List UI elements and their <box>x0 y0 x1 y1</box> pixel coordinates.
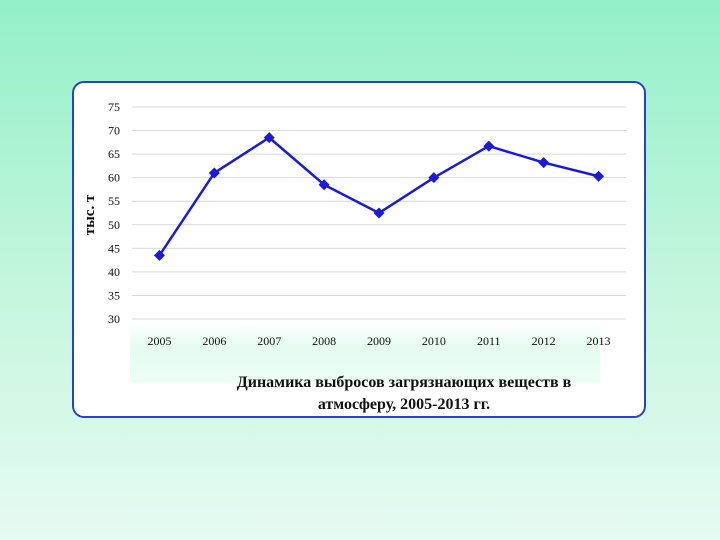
caption-background <box>130 323 600 383</box>
x-tick-label: 2009 <box>367 334 391 348</box>
chart-title: Динамика выбросов загрязнающих веществ в… <box>154 372 644 416</box>
y-tick-label: 35 <box>108 288 120 302</box>
x-tick-label: 2011 <box>477 334 501 348</box>
x-tick-label: 2010 <box>422 334 446 348</box>
y-tick-label: 30 <box>108 312 120 326</box>
x-tick-label: 2008 <box>312 334 336 348</box>
chart-panel: 30 35 40 45 50 55 60 65 70 75 2005 2006 2007 2008 200… <box>72 81 646 418</box>
x-tick-label: 2006 <box>202 334 226 348</box>
y-tick-label: 65 <box>108 147 120 161</box>
x-tick-labels: 2005 2006 2007 2008 2009 2010 2011 2012 2013 <box>147 334 610 348</box>
y-tick-labels: 30 35 40 45 50 55 60 65 70 75 <box>108 100 120 326</box>
data-point <box>373 207 385 219</box>
y-axis-label: тыс. т <box>82 194 98 235</box>
x-tick-label: 2013 <box>587 334 611 348</box>
y-tick-label: 75 <box>108 100 120 114</box>
x-tick-label: 2012 <box>532 334 556 348</box>
series-line <box>158 136 599 257</box>
y-tick-label: 45 <box>108 241 120 255</box>
x-tick-label: 2007 <box>257 334 281 348</box>
data-point <box>593 170 605 182</box>
y-tick-label: 70 <box>108 124 120 138</box>
data-point <box>153 249 165 261</box>
data-point <box>428 172 440 184</box>
data-point <box>208 167 220 179</box>
grid-lines <box>132 106 626 320</box>
chart-title-line-2: атмосферу, 2005-2013 гг. <box>317 396 491 413</box>
chart-title-line-1: Динамика выбросов загрязнающих веществ в <box>236 374 572 391</box>
y-tick-label: 55 <box>108 194 120 208</box>
y-tick-label: 60 <box>108 171 120 185</box>
series <box>153 132 605 261</box>
y-tick-label: 40 <box>108 265 120 279</box>
data-point <box>318 179 330 191</box>
data-point <box>538 157 550 169</box>
data-point <box>483 140 495 152</box>
data-point <box>263 132 275 144</box>
x-tick-label: 2005 <box>147 334 171 348</box>
y-tick-label: 50 <box>108 218 120 232</box>
